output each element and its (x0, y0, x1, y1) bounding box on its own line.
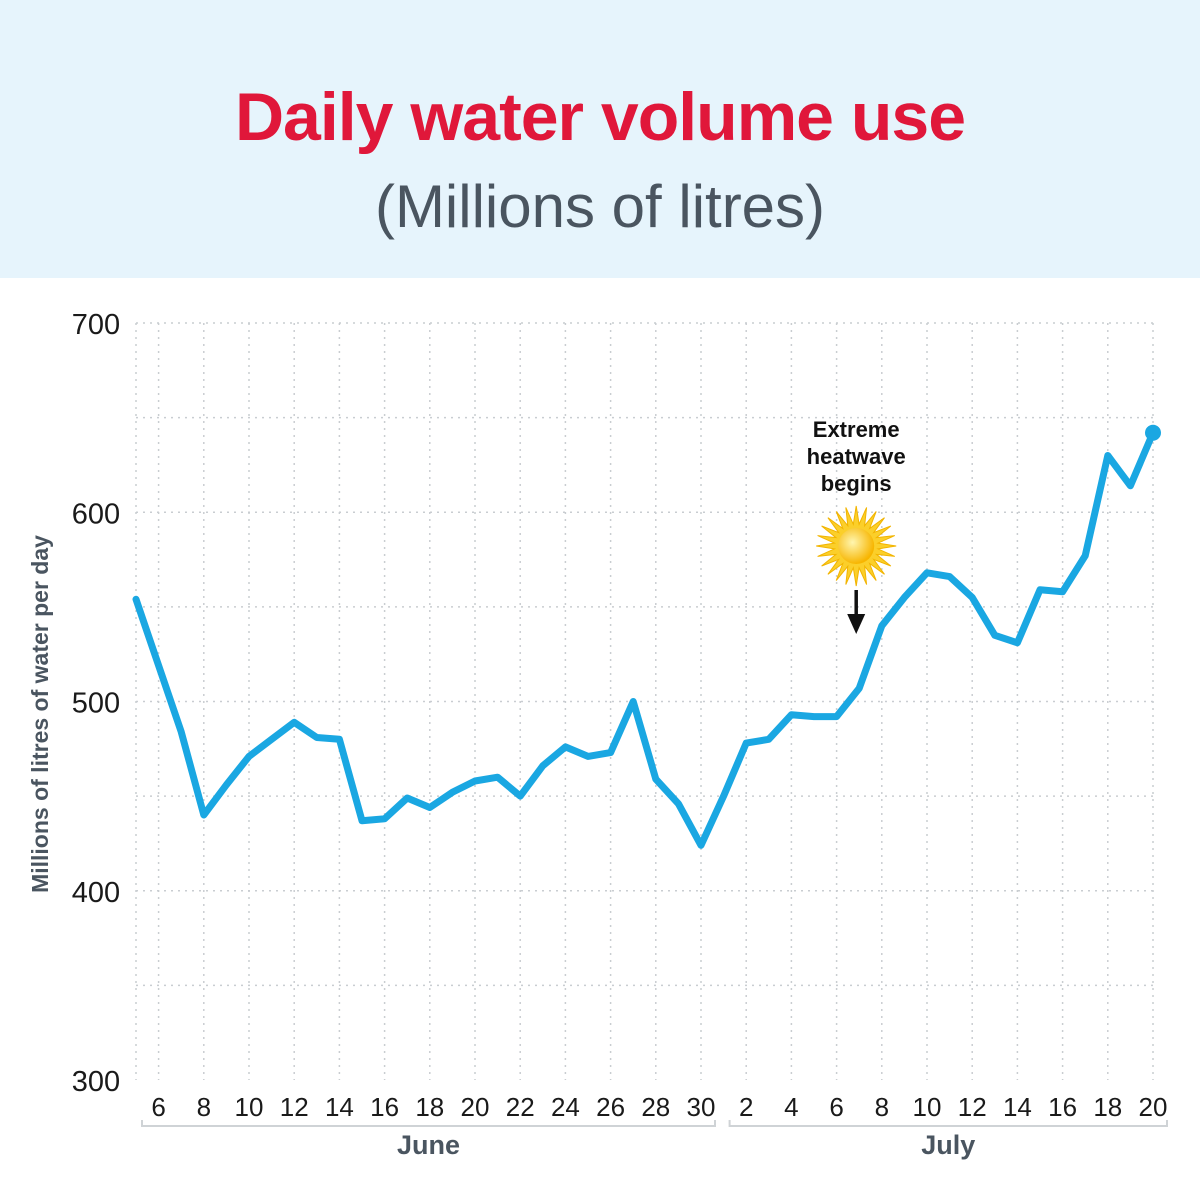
sun-icon (816, 505, 897, 587)
header-banner: Daily water volume use (Millions of litr… (0, 0, 1200, 278)
x-tick-label: 6 (829, 1092, 843, 1122)
x-tick-label: 12 (958, 1092, 987, 1122)
month-bracket (141, 1120, 716, 1127)
chart-title: Daily water volume use (234, 79, 966, 155)
month-groups: June July (141, 1120, 1168, 1160)
x-tick-label: 10 (235, 1092, 264, 1122)
x-tick-label: 12 (280, 1092, 309, 1122)
chart-subtitle: (Millions of litres) (374, 173, 826, 240)
y-tick-label: 700 (72, 309, 120, 341)
x-tick-label: 8 (875, 1092, 889, 1122)
y-tick-label: 400 (72, 877, 120, 909)
x-tick-label: 30 (687, 1092, 716, 1122)
x-tick-label: 16 (370, 1092, 399, 1122)
x-tick-label: 18 (415, 1092, 444, 1122)
x-tick-label: 2 (739, 1092, 753, 1122)
y-tick-label: 500 (72, 688, 120, 720)
month-bracket (728, 1120, 1168, 1127)
grid-lines (136, 322, 1157, 1080)
y-tick-label: 600 (72, 498, 120, 530)
x-tick-label: 10 (913, 1092, 942, 1122)
x-tick-label: 18 (1093, 1092, 1122, 1122)
month-label: June (397, 1130, 460, 1160)
y-tick-label: 300 (72, 1066, 120, 1098)
x-tick-label: 6 (151, 1092, 165, 1122)
x-tick-label: 4 (784, 1092, 798, 1122)
x-tick-label: 8 (197, 1092, 211, 1122)
y-axis-label: Millions of litres of water per day (27, 535, 53, 893)
annotation-text: heatwave (807, 444, 906, 469)
x-tick-label: 26 (596, 1092, 625, 1122)
end-point-marker (1145, 424, 1161, 441)
x-tick-label: 22 (506, 1092, 535, 1122)
down-arrow-icon (847, 590, 866, 634)
series-line (132, 429, 1157, 849)
x-tick-label: 14 (325, 1092, 354, 1122)
x-tick-labels: 6 8 10 12 14 16 18 20 22 24 26 28 30 2 4 6 8 10 12 14 16 18 20 (151, 1092, 1167, 1122)
annotation-text: begins (821, 471, 892, 496)
y-tick-labels: 300 400 500 600 700 (72, 309, 120, 1098)
x-tick-label: 14 (1003, 1092, 1032, 1122)
x-tick-label: 28 (641, 1092, 670, 1122)
annotation-text: Extreme (813, 417, 900, 442)
month-label: July (921, 1130, 975, 1160)
series-layer (132, 424, 1161, 849)
x-tick-label: 20 (1139, 1092, 1168, 1122)
x-tick-label: 16 (1048, 1092, 1077, 1122)
x-tick-label: 20 (461, 1092, 490, 1122)
x-tick-label: 24 (551, 1092, 580, 1122)
